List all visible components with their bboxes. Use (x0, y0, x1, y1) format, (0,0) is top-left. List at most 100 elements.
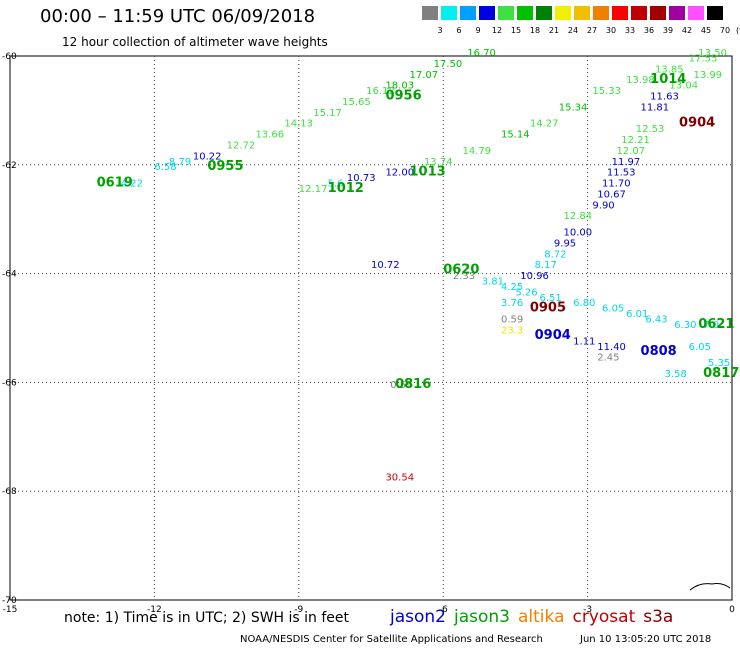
wave-height-label: 13.04 (669, 81, 698, 92)
wave-height-label: 11.53 (607, 168, 636, 179)
wave-height-label: 5.6 (328, 179, 344, 190)
color-swatch (498, 6, 514, 20)
color-label: 24 (567, 26, 579, 35)
wave-height-label: 11.81 (641, 102, 670, 113)
wave-height-label: 6.30 (674, 320, 696, 331)
wave-height-label: 18.03 (385, 81, 414, 92)
wave-height-label: 8.72 (544, 249, 566, 260)
wave-height-label: 23.3 (501, 325, 523, 336)
wave-height-label: 12.17 (299, 184, 328, 195)
wave-height-label: 15.65 (342, 97, 371, 108)
wave-height-label: 3.76 (501, 298, 523, 309)
time-label: 1012 (328, 181, 364, 196)
legend-entry: jason3 (454, 607, 510, 627)
time-label: 0619 (97, 176, 133, 191)
legend-entry: altika (518, 607, 565, 627)
time-label: 1014 (650, 72, 686, 87)
color-label: 3 (437, 26, 443, 35)
color-label: 27 (586, 26, 598, 35)
y-tick-label: -66 (2, 378, 17, 388)
color-swatch (650, 6, 666, 20)
color-label: 36 (643, 26, 655, 35)
color-swatch (555, 6, 571, 20)
time-label: 0956 (385, 89, 421, 104)
wave-height-label: 16.12 (366, 86, 395, 97)
coastline-outline (689, 583, 731, 591)
wave-height-label: 13.50 (698, 48, 727, 59)
wave-height-label: 13.74 (424, 157, 453, 168)
wave-height-label: 13.98 (626, 75, 655, 86)
wave-height-label: 0.59 (390, 380, 412, 391)
time-label: 0905 (530, 301, 566, 316)
y-tick-label: -70 (2, 596, 17, 606)
wave-height-label: 3.58 (665, 369, 687, 380)
wave-height-label: 5.26 (515, 287, 537, 298)
color-swatch (669, 6, 685, 20)
x-tick-label: -6 (439, 605, 448, 615)
wave-height-label: 6.58 (154, 162, 176, 173)
wave-height-label: 13.66 (255, 130, 284, 141)
wave-height-label: 12.00 (385, 168, 414, 179)
wave-height-label: 13.99 (693, 70, 722, 81)
wave-height-label: 10.72 (371, 260, 400, 271)
time-label: 0904 (679, 116, 715, 131)
wave-height-label: 16.70 (467, 48, 496, 59)
time-label: 0808 (641, 344, 677, 359)
wave-height-label: 10.67 (597, 189, 626, 200)
color-unit: (ft) (735, 26, 740, 35)
color-label: 21 (548, 26, 560, 35)
color-label: 45 (700, 26, 712, 35)
wave-height-label: 17.50 (434, 59, 463, 70)
color-label: 30 (605, 26, 617, 35)
color-swatch (441, 6, 457, 20)
timestamp-text: Jun 10 13:05:20 UTC 2018 (580, 634, 712, 645)
x-tick-label: -12 (147, 605, 162, 615)
x-tick-label: -3 (583, 605, 592, 615)
wave-height-label: 7.0 (703, 320, 719, 331)
wave-height-label: 6.80 (573, 298, 595, 309)
wave-height-label: 9.90 (592, 200, 614, 211)
wave-height-label: 4.25 (501, 282, 523, 293)
wave-height-label: 17.07 (410, 70, 439, 81)
time-label: 0817 (703, 366, 739, 381)
wave-height-label: 17.55 (689, 53, 718, 64)
wave-height-label: 10.73 (347, 173, 376, 184)
page-subtitle: 12 hour collection of altimeter wave hei… (62, 35, 328, 49)
wave-height-label: 12.21 (621, 135, 650, 146)
time-label: 0904 (535, 328, 571, 343)
satellite-legend: jason2 jason3 altika cryosat s3a (390, 607, 681, 627)
wave-height-label: 14.27 (530, 119, 559, 130)
wave-height-label: 10.96 (520, 271, 549, 282)
y-tick-label: -60 (2, 52, 17, 62)
wave-height-label: 10.00 (564, 228, 593, 239)
wave-height-label: 12.72 (227, 140, 256, 151)
color-swatch (593, 6, 609, 20)
color-swatch (536, 6, 552, 20)
color-swatch (517, 6, 533, 20)
wave-height-label: 6.43 (645, 315, 667, 326)
time-label: 0621 (698, 317, 734, 332)
credit-text: NOAA/NESDIS Center for Satellite Applica… (240, 634, 543, 645)
wave-height-label: 0.59 (501, 315, 523, 326)
y-tick-label: -62 (2, 161, 17, 171)
legend-entry: s3a (643, 607, 674, 627)
footer-note: note: 1) Time is in UTC; 2) SWH is in fe… (64, 610, 350, 626)
color-label: 70 (719, 26, 731, 35)
wave-height-label: 12.84 (564, 211, 593, 222)
wave-height-label: 14.13 (284, 119, 313, 130)
wave-height-label: 9.95 (554, 238, 576, 249)
wave-height-label: 4.22 (121, 179, 143, 190)
wave-height-label: 8.79 (169, 157, 191, 168)
legend-entry: cryosat (572, 607, 636, 627)
color-label: 42 (681, 26, 693, 35)
wave-height-label: 2.45 (597, 353, 619, 364)
color-swatch (460, 6, 476, 20)
time-label: 0620 (443, 263, 479, 278)
wave-height-label: 15.34 (559, 102, 588, 113)
y-tick-label: -64 (2, 270, 17, 280)
color-label: 9 (475, 26, 481, 35)
wave-height-label: 11.70 (602, 179, 631, 190)
x-tick-label: -15 (3, 605, 18, 615)
wave-height-label: 12.07 (616, 146, 645, 157)
